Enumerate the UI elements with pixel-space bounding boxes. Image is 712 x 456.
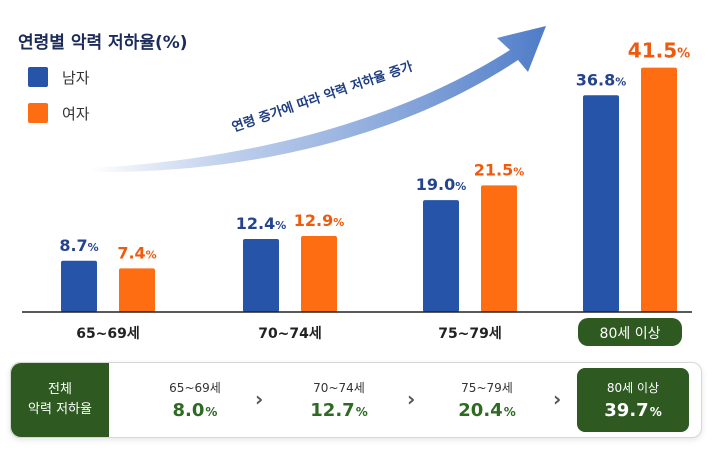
summary-item-65-69: 65~69세 8.0% xyxy=(139,363,251,437)
chevron-right-icon: › xyxy=(255,387,264,411)
legend-label-female: 여자 xyxy=(62,104,90,123)
summary-item-75-79: 75~79세 20.4% xyxy=(431,363,543,437)
summary-age: 75~79세 xyxy=(461,381,513,395)
bar-female-4 xyxy=(641,67,677,312)
summary-age: 80세 이상 xyxy=(606,381,660,395)
summary-header-line1: 전체 xyxy=(48,382,72,397)
bar-chart: 8.7% 7.4% 65~69세 12.4% 12.9% 70~74세 19.0% 21.5%… xyxy=(22,26,692,346)
summary-value-unit: % xyxy=(503,405,516,419)
summary-age: 65~69세 xyxy=(169,381,221,395)
summary-value: 39.7% xyxy=(604,400,661,421)
bar-male-4 xyxy=(583,95,619,313)
bar-female-2 xyxy=(301,236,337,312)
category-label-1: 65~69세 xyxy=(76,326,140,342)
data-label-male-1: 8.7% xyxy=(59,236,98,255)
category-highlight-pill xyxy=(578,318,682,346)
category-label-4: 80세 이상 xyxy=(600,326,661,342)
summary-age: 70~74세 xyxy=(313,381,365,395)
data-label-male-4: 36.8% xyxy=(576,70,627,89)
summary-value-number: 39.7 xyxy=(604,400,649,421)
bar-male-2 xyxy=(243,238,279,312)
category-label-2: 70~74세 xyxy=(258,326,322,342)
data-label-male-2: 12.4% xyxy=(236,214,287,233)
bar-male-1 xyxy=(61,260,97,312)
summary-value: 20.4% xyxy=(458,400,515,421)
legend-label-male: 남자 xyxy=(62,68,90,87)
labels-layer: 8.7% 7.4% 65~69세 12.4% 12.9% 70~74세 19.0% 21.5%… xyxy=(59,39,690,346)
bar-female-1 xyxy=(119,268,155,312)
bar-female-3 xyxy=(481,185,517,312)
summary-value-unit: % xyxy=(649,405,662,419)
data-label-female-1: 7.4% xyxy=(117,243,156,262)
summary-value-number: 8.0 xyxy=(172,400,205,421)
data-label-female-4: 41.5% xyxy=(628,39,690,63)
trend-arrow xyxy=(90,26,546,173)
bar-male-3 xyxy=(423,200,459,312)
summary-item-70-74: 70~74세 12.7% xyxy=(283,363,395,437)
data-label-female-3: 21.5% xyxy=(474,160,525,179)
chevron-right-icon: › xyxy=(553,387,562,411)
legend-item-female: 여자 xyxy=(28,102,90,124)
summary-header: 전체 악력 저하율 xyxy=(11,363,109,437)
category-label-3: 75~79세 xyxy=(438,326,502,342)
legend-item-male: 남자 xyxy=(28,66,90,88)
bars-layer xyxy=(61,67,677,313)
summary-panel: 전체 악력 저하율 65~69세 8.0% › 70~74세 12.7% › 7… xyxy=(10,362,702,438)
data-label-male-3: 19.0% xyxy=(416,175,467,194)
chevron-right-icon: › xyxy=(407,387,416,411)
legend-swatch-male xyxy=(28,67,48,87)
legend-swatch-female xyxy=(28,103,48,123)
legend: 남자 여자 xyxy=(28,66,90,138)
data-label-female-2: 12.9% xyxy=(294,211,345,230)
summary-value-number: 12.7 xyxy=(310,400,355,421)
summary-value-unit: % xyxy=(205,405,218,419)
summary-header-line2: 악력 저하율 xyxy=(28,402,92,417)
summary-item-80-plus: 80세 이상 39.7% xyxy=(577,368,689,432)
summary-value: 8.0% xyxy=(173,400,218,421)
chart-title: 연령별 악력 저하율(%) xyxy=(18,33,188,53)
summary-value-number: 20.4 xyxy=(458,400,503,421)
summary-value-unit: % xyxy=(355,405,368,419)
summary-value: 12.7% xyxy=(310,400,367,421)
